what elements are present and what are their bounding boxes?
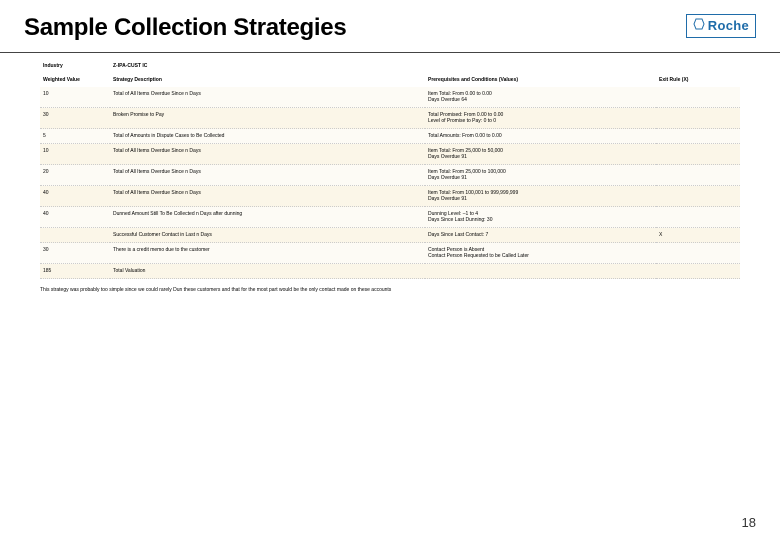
table-row: 5Total of Amounts in Dispute Cases to Be… — [40, 129, 740, 144]
cell-weighted-value: 10 — [40, 87, 110, 108]
table-header-industry: Industry Z-IPA-CUST IC — [40, 59, 740, 73]
cell-conditions: Dunning Level: –1 to 4 Days Since Last D… — [425, 207, 656, 228]
cell-weighted-value: 185 — [40, 264, 110, 279]
cell-weighted-value: 40 — [40, 207, 110, 228]
cell-description: Broken Promise to Pay — [110, 108, 425, 129]
cell-exit-rule — [656, 108, 740, 129]
table-row: 185Total Valuation — [40, 264, 740, 279]
col-conditions: Prerequisites and Conditions (Values) — [425, 73, 656, 87]
cell-exit-rule — [656, 207, 740, 228]
col-exit-rule: Exit Rule (X) — [656, 73, 740, 87]
cell-weighted-value: 30 — [40, 243, 110, 264]
industry-label: Industry — [40, 59, 110, 73]
col-strategy-description: Strategy Description — [110, 73, 425, 87]
strategy-table: Industry Z-IPA-CUST IC Weighted Value St… — [40, 59, 740, 279]
table-row: 40Total of All Items Overdue Since n Day… — [40, 186, 740, 207]
cell-description: There is a credit memo due to the custom… — [110, 243, 425, 264]
cell-description: Successful Customer Contact in Last n Da… — [110, 228, 425, 243]
cell-weighted-value — [40, 228, 110, 243]
cell-description: Total of All Items Overdue Since n Days — [110, 165, 425, 186]
cell-description: Total of All Items Overdue Since n Days — [110, 186, 425, 207]
page-title: Sample Collection Strategies — [24, 14, 346, 42]
table-row: 40Dunned Amount Still To Be Collected n … — [40, 207, 740, 228]
cell-exit-rule: X — [656, 228, 740, 243]
cell-exit-rule — [656, 129, 740, 144]
table-row: 30There is a credit memo due to the cust… — [40, 243, 740, 264]
col-weighted-value: Weighted Value — [40, 73, 110, 87]
cell-weighted-value: 20 — [40, 165, 110, 186]
cell-description: Total of All Items Overdue Since n Days — [110, 87, 425, 108]
table-row: 10Total of All Items Overdue Since n Day… — [40, 144, 740, 165]
table-row: 30Broken Promise to PayTotal Promised: F… — [40, 108, 740, 129]
cell-weighted-value: 5 — [40, 129, 110, 144]
cell-description: Total of All Items Overdue Since n Days — [110, 144, 425, 165]
cell-conditions: Item Total: From 25,000 to 100,000 Days … — [425, 165, 656, 186]
cell-description: Total Valuation — [110, 264, 425, 279]
industry-value: Z-IPA-CUST IC — [110, 59, 425, 73]
cell-exit-rule — [656, 243, 740, 264]
cell-description: Dunned Amount Still To Be Collected n Da… — [110, 207, 425, 228]
hexagon-icon — [693, 17, 705, 35]
roche-logo: Roche — [686, 14, 756, 38]
cell-conditions: Item Total: From 25,000 to 50,000 Days O… — [425, 144, 656, 165]
cell-weighted-value: 30 — [40, 108, 110, 129]
footnote: This strategy was probably too simple si… — [40, 287, 425, 294]
table-row: Successful Customer Contact in Last n Da… — [40, 228, 740, 243]
cell-conditions: Contact Person is Absent Contact Person … — [425, 243, 656, 264]
cell-weighted-value: 40 — [40, 186, 110, 207]
cell-exit-rule — [656, 264, 740, 279]
cell-conditions: Days Since Last Contact: 7 — [425, 228, 656, 243]
cell-conditions: Total Promised: From 0.00 to 0.00 Level … — [425, 108, 656, 129]
logo-text: Roche — [708, 18, 749, 33]
cell-conditions — [425, 264, 656, 279]
cell-conditions: Item Total: From 0.00 to 0.00 Days Overd… — [425, 87, 656, 108]
cell-conditions: Total Amounts: From 0.00 to 0.00 — [425, 129, 656, 144]
cell-conditions: Item Total: From 100,001 to 999,999,999 … — [425, 186, 656, 207]
cell-exit-rule — [656, 165, 740, 186]
table-row: 10Total of All Items Overdue Since n Day… — [40, 87, 740, 108]
cell-exit-rule — [656, 87, 740, 108]
cell-weighted-value: 10 — [40, 144, 110, 165]
table-header-columns: Weighted Value Strategy Description Prer… — [40, 73, 740, 87]
table-row: 20Total of All Items Overdue Since n Day… — [40, 165, 740, 186]
cell-description: Total of Amounts in Dispute Cases to Be … — [110, 129, 425, 144]
cell-exit-rule — [656, 186, 740, 207]
page-number: 18 — [742, 515, 756, 530]
cell-exit-rule — [656, 144, 740, 165]
